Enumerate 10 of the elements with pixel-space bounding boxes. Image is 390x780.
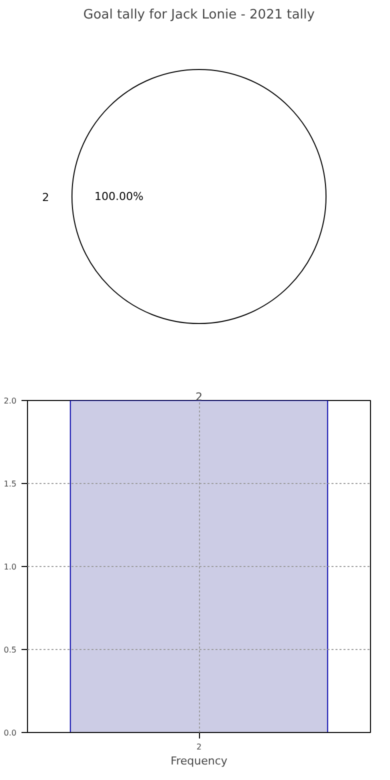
data-label: 100.00% <box>94 190 144 203</box>
y-tick-label: 0.5 <box>4 646 17 654</box>
y-tick-label: 1.5 <box>4 480 17 488</box>
slice-label: 2 <box>196 390 202 404</box>
y-tick-label: 0.0 <box>4 728 17 738</box>
chart-title: Goal tally for Jack Lonie - 2021 tally <box>83 8 316 22</box>
y-tick-label: 2.0 <box>4 396 17 406</box>
y-tick-label: 1.0 <box>4 562 17 572</box>
x-axis-title: Frequency <box>170 754 228 768</box>
slice-label: 2 <box>42 191 50 204</box>
